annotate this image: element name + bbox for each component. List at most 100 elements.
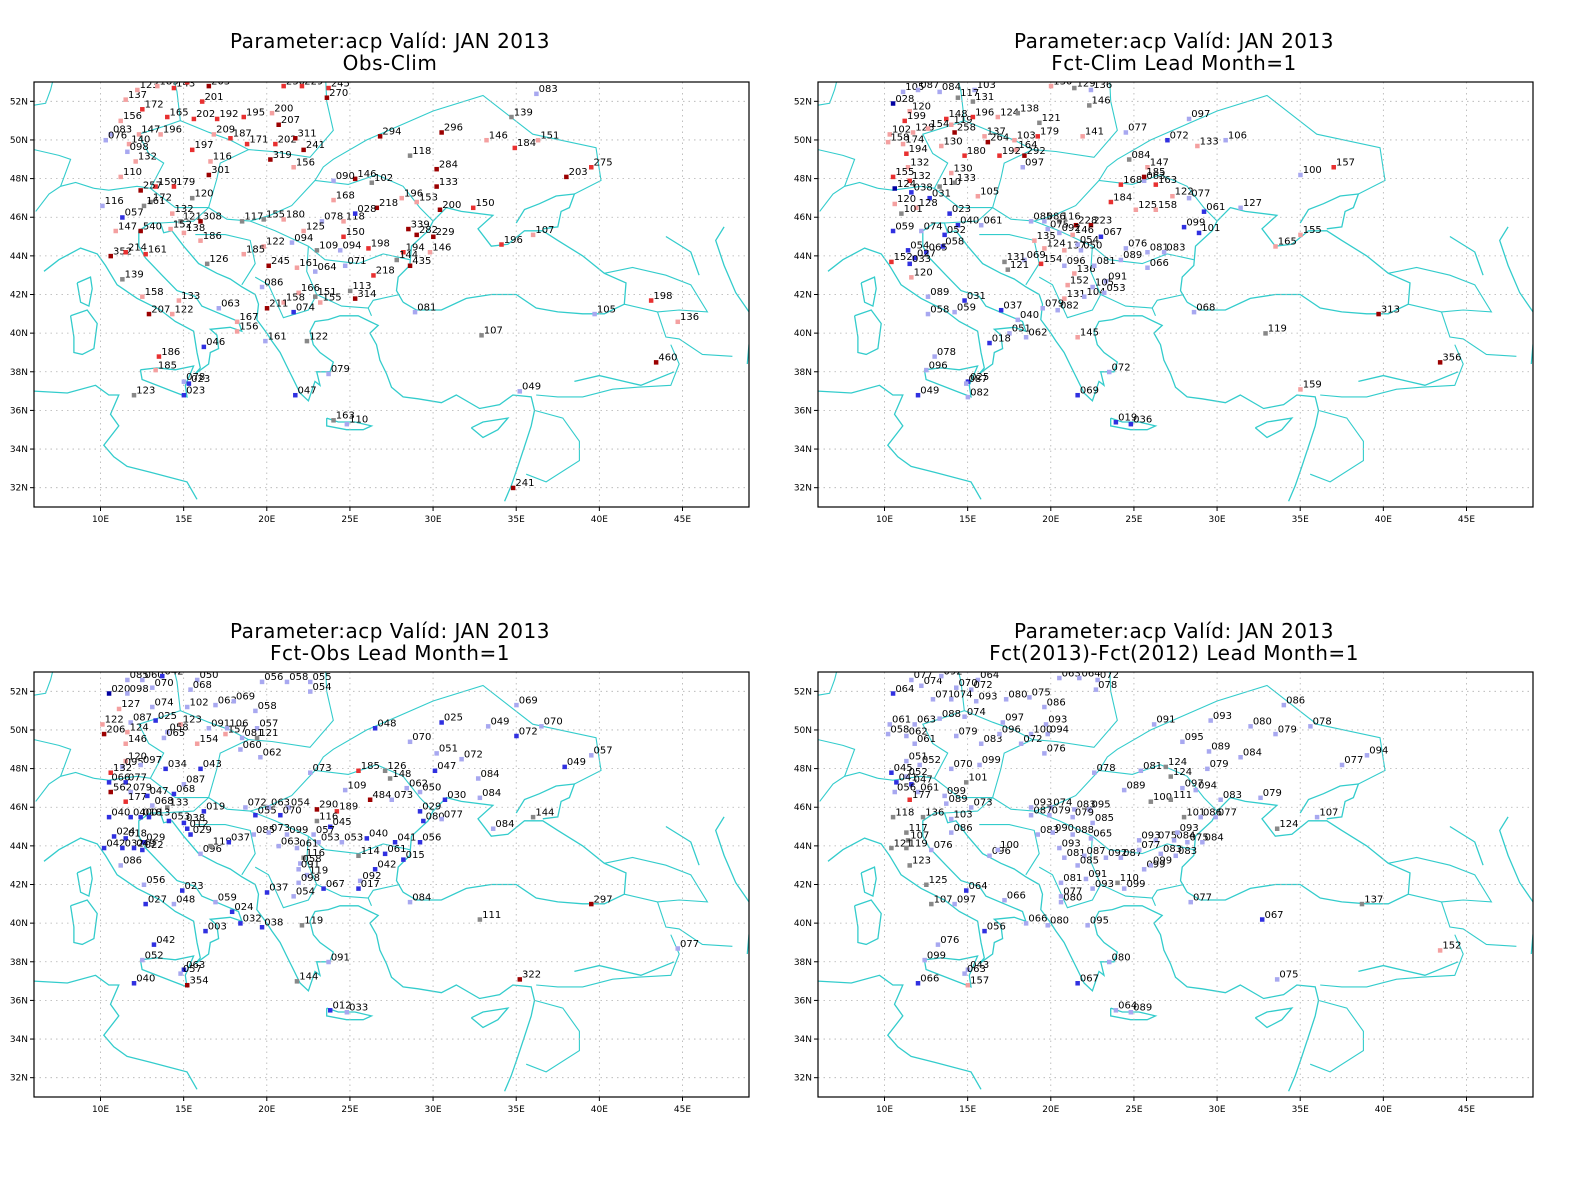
station-label: 297 [594,894,613,905]
coastline [1358,371,1459,386]
station-marker [366,246,371,251]
station-marker [1075,335,1080,340]
border-line [160,797,209,814]
station-marker [179,888,185,893]
station-label: 122 [1175,186,1194,197]
station-marker [239,219,245,224]
station-label: 152 [1070,275,1089,286]
station-label: 091 [1108,271,1127,282]
station-label: 109 [347,780,366,791]
lat-tick-label: 32N [794,484,812,494]
station-marker [922,957,927,963]
station-marker [973,698,979,704]
station-marker [942,232,947,238]
station-marker [145,793,150,799]
station-marker [266,263,271,269]
station-label: 122 [309,331,328,342]
station-label: 079 [133,782,152,793]
station-marker [968,687,974,692]
station-label: 131 [1007,252,1026,263]
station-label: 023 [191,374,210,385]
station-label: 090 [1055,823,1074,834]
station-marker [1248,724,1253,729]
station-label: 093 [1062,838,1081,849]
station-label: 058 [289,672,308,683]
station-marker [914,205,919,211]
station-label: 076 [934,840,953,851]
station-marker [1339,762,1345,768]
station-marker [1098,234,1104,240]
station-marker [653,360,659,365]
station-label: 137 [987,127,1006,138]
station-marker [1206,749,1212,754]
border-line [526,999,580,1073]
station-label: 079 [959,726,978,737]
station-marker [407,899,413,905]
station-marker [1035,134,1040,139]
station-marker [887,722,892,727]
station-marker [123,250,128,255]
station-marker [150,685,155,690]
station-marker [100,203,105,209]
station-label: 105 [905,82,924,93]
lon-tick-label: 25E [1125,1105,1142,1115]
station-label: 107 [484,326,503,337]
station-label: 068 [193,680,212,691]
station-marker [284,679,290,685]
lat-tick-label: 52N [10,97,28,107]
station-label: 155 [1303,225,1322,236]
station-marker [1186,195,1192,201]
station-marker [417,789,423,795]
lat-tick-label: 44N [794,842,812,852]
lon-tick-label: 30E [424,1105,441,1115]
station-label: 032 [243,914,262,925]
station-label: 296 [444,123,463,134]
station-label: 311 [298,129,317,140]
coastline [139,955,195,988]
station-marker [352,296,358,301]
station-label: 056 [897,782,916,793]
station-marker [977,762,982,768]
station-label: 060 [243,740,262,751]
station-label: 076 [108,130,127,141]
station-label: 062 [263,748,282,759]
station-label: 046 [206,337,225,348]
station-label: 141 [1085,127,1104,138]
panel-title: Parameter:acp Valíd: JAN 2013 [1014,29,1334,53]
station-marker [1072,85,1077,91]
station-label: 132 [113,763,132,774]
station-label: 023 [186,385,205,396]
station-marker [344,421,350,427]
station-label: 153 [419,192,438,203]
station-label: 054 [296,887,315,898]
station-marker [1118,257,1124,263]
station-label: 019 [1118,413,1137,424]
station-marker [1093,687,1099,692]
station-marker [208,159,213,164]
station-marker [1022,257,1027,263]
station-marker [890,814,896,820]
station-label: 038 [186,813,205,824]
station-label: 284 [439,159,458,170]
station-label: 086 [954,823,973,834]
station-marker [1088,222,1094,228]
station-marker [113,228,118,234]
station-marker [909,275,914,280]
station-label: 146 [489,130,508,141]
station-marker [417,840,423,845]
station-marker [326,85,331,91]
station-label: 066 [920,974,939,985]
station-label: 146 [128,734,147,745]
station-marker [1103,855,1109,860]
station-marker [1015,317,1021,323]
station-label: 042 [156,935,175,946]
lon-tick-label: 15E [175,515,192,525]
station-marker [1018,741,1024,746]
station-label: 040 [960,215,979,226]
border-line [992,174,1218,222]
station-label: 073 [394,790,413,801]
border-line [254,246,318,319]
station-label: 171 [249,134,268,145]
border-line [1098,94,1386,195]
station-marker [978,741,984,746]
